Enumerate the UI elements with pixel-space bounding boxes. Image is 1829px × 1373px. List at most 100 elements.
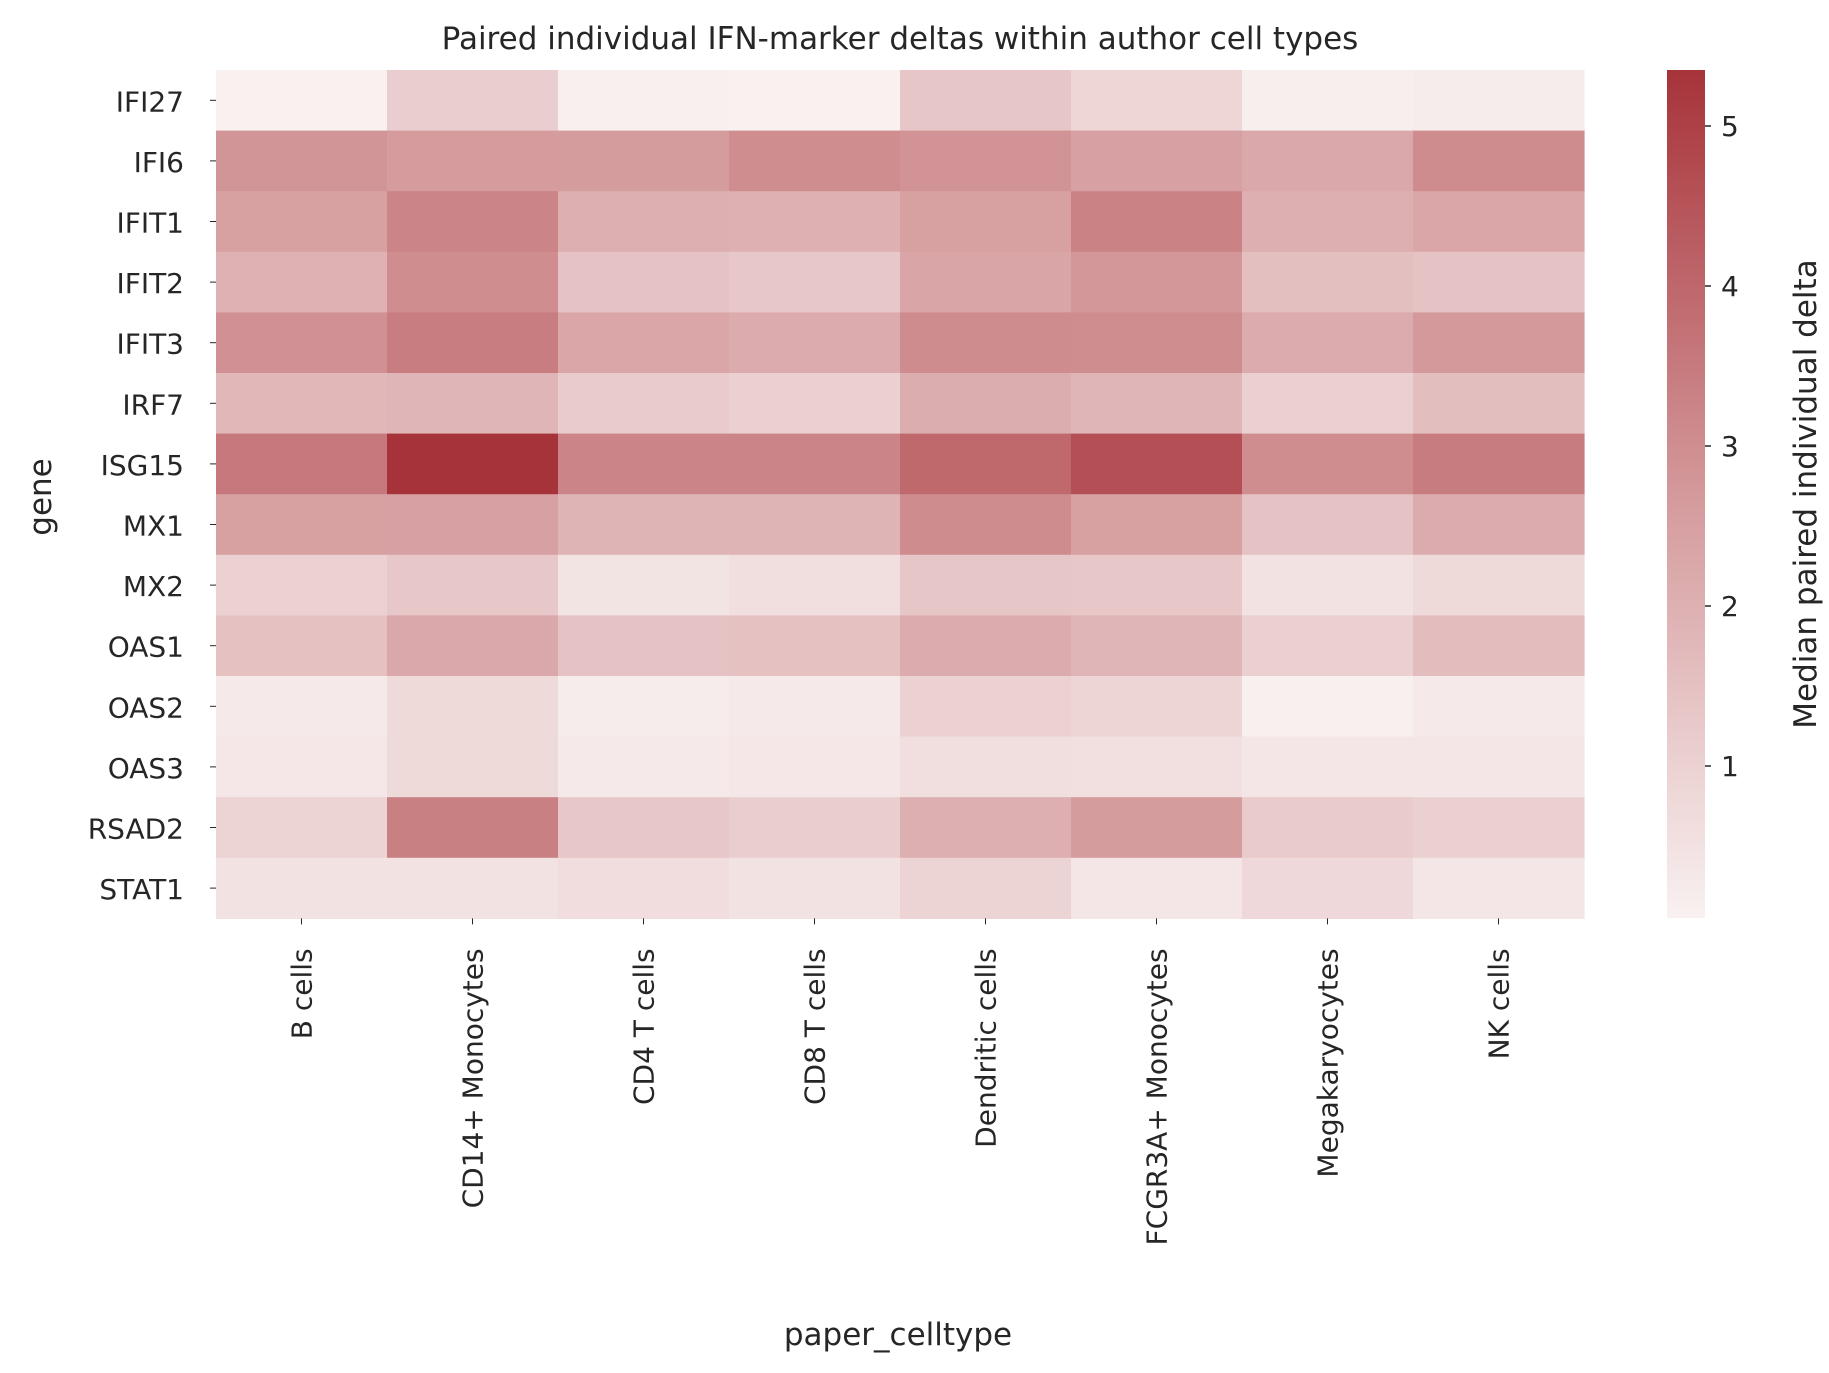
heatmap-cell <box>1071 433 1243 495</box>
heatmap-cell <box>900 312 1072 374</box>
y-tick-label: MX2 <box>123 570 184 603</box>
heatmap-cell <box>1242 615 1414 677</box>
heatmap-cell <box>900 191 1072 253</box>
heatmap-cell <box>1071 615 1243 677</box>
heatmap-cell <box>1413 736 1585 798</box>
heatmap-cell <box>216 130 388 192</box>
heatmap-cell <box>387 312 559 374</box>
heatmap-cell <box>900 615 1072 677</box>
x-tick-label: B cells <box>286 948 319 1039</box>
colorbar <box>1667 70 1705 918</box>
colorbar-tick-label: 2 <box>1721 590 1739 623</box>
heatmap-cell <box>1071 191 1243 253</box>
heatmap-cell <box>1071 312 1243 374</box>
heatmap-cell <box>900 736 1072 798</box>
heatmap-cell <box>1413 191 1585 253</box>
heatmap-cell <box>387 554 559 616</box>
heatmap-cell <box>558 312 730 374</box>
heatmap-cell <box>1071 676 1243 738</box>
heatmap-cell <box>1413 433 1585 495</box>
heatmap-cell <box>387 676 559 738</box>
heatmap-cell <box>1071 251 1243 313</box>
x-tick-labels: B cells CD14+ Monocytes CD4 T cells CD8 T c… <box>286 918 1516 1245</box>
heatmap-cell <box>387 251 559 313</box>
y-tick-label: IFIT2 <box>116 267 184 300</box>
heatmap-cell <box>1071 70 1243 132</box>
y-tick-label: IFI27 <box>116 85 184 118</box>
heatmap-cell <box>216 857 388 919</box>
heatmap-cell <box>729 615 901 677</box>
heatmap-cell <box>387 373 559 435</box>
colorbar-tick-label: 4 <box>1721 270 1739 303</box>
heatmap-cell <box>558 554 730 616</box>
heatmap-cell <box>1413 373 1585 435</box>
colorbar-tick-label: 3 <box>1721 430 1739 463</box>
x-tick-label: Dendritic cells <box>970 948 1003 1147</box>
heatmap-cell <box>558 615 730 677</box>
x-tick-label: CD14+ Monocytes <box>457 948 490 1208</box>
heatmap-cell <box>900 494 1072 556</box>
heatmap-cell <box>729 373 901 435</box>
y-tick-label: MX1 <box>123 510 184 543</box>
heatmap-cell <box>558 797 730 859</box>
heatmap-cell <box>1071 554 1243 616</box>
heatmap-cell <box>216 312 388 374</box>
x-tick-label: NK cells <box>1483 948 1516 1059</box>
heatmap-cell <box>900 797 1072 859</box>
heatmap-cell <box>558 857 730 919</box>
y-tick-label: OAS1 <box>108 631 184 664</box>
heatmap-cell <box>729 251 901 313</box>
heatmap-cell <box>558 373 730 435</box>
heatmap-cell <box>387 191 559 253</box>
y-tick-label: IFI6 <box>134 146 184 179</box>
heatmap-cell <box>900 433 1072 495</box>
heatmap-cell <box>1242 736 1414 798</box>
y-tick-label: STAT1 <box>99 873 184 906</box>
heatmap-cell <box>900 554 1072 616</box>
heatmap-cell <box>1242 857 1414 919</box>
heatmap-cell <box>1413 494 1585 556</box>
y-tick-label: IRF7 <box>122 388 184 421</box>
heatmap-cell <box>1242 554 1414 616</box>
heatmap-cell <box>729 433 901 495</box>
colorbar-ticks: 1 2 3 4 5 <box>1705 110 1739 783</box>
heatmap-cell <box>1413 130 1585 192</box>
heatmap-cell <box>1071 130 1243 192</box>
heatmap-cell <box>1413 676 1585 738</box>
heatmap-cell <box>558 130 730 192</box>
heatmap-cell <box>1071 494 1243 556</box>
heatmap-cell <box>216 191 388 253</box>
heatmap-cell <box>1413 312 1585 374</box>
y-tick-label: IFIT1 <box>116 207 184 240</box>
heatmap-cell <box>216 433 388 495</box>
y-tick-label: IFIT3 <box>116 328 184 361</box>
heatmap-cell <box>729 797 901 859</box>
heatmap-cell <box>216 70 388 132</box>
heatmap-cell <box>1413 797 1585 859</box>
heatmap-cell <box>1413 70 1585 132</box>
heatmap-cell <box>558 494 730 556</box>
heatmap-cell <box>387 70 559 132</box>
heatmap-cell <box>729 130 901 192</box>
x-axis-label: paper_celltype <box>784 1317 1012 1353</box>
heatmap-cell <box>729 736 901 798</box>
heatmap-cells <box>216 70 1585 919</box>
heatmap-cell <box>729 312 901 374</box>
heatmap-cell <box>1242 70 1414 132</box>
heatmap-cell <box>900 70 1072 132</box>
heatmap-cell <box>387 130 559 192</box>
y-axis-label: gene <box>23 458 59 535</box>
colorbar-tick-label: 1 <box>1721 750 1739 783</box>
heatmap-cell <box>729 857 901 919</box>
heatmap-cell <box>558 251 730 313</box>
heatmap-cell <box>216 251 388 313</box>
heatmap-cell <box>1413 615 1585 677</box>
heatmap-cell <box>1242 251 1414 313</box>
heatmap-cell <box>387 615 559 677</box>
heatmap-cell <box>558 676 730 738</box>
heatmap-cell <box>216 797 388 859</box>
heatmap-cell <box>387 494 559 556</box>
heatmap-cell <box>558 191 730 253</box>
heatmap-cell <box>216 676 388 738</box>
y-tick-label: OAS2 <box>108 691 184 724</box>
